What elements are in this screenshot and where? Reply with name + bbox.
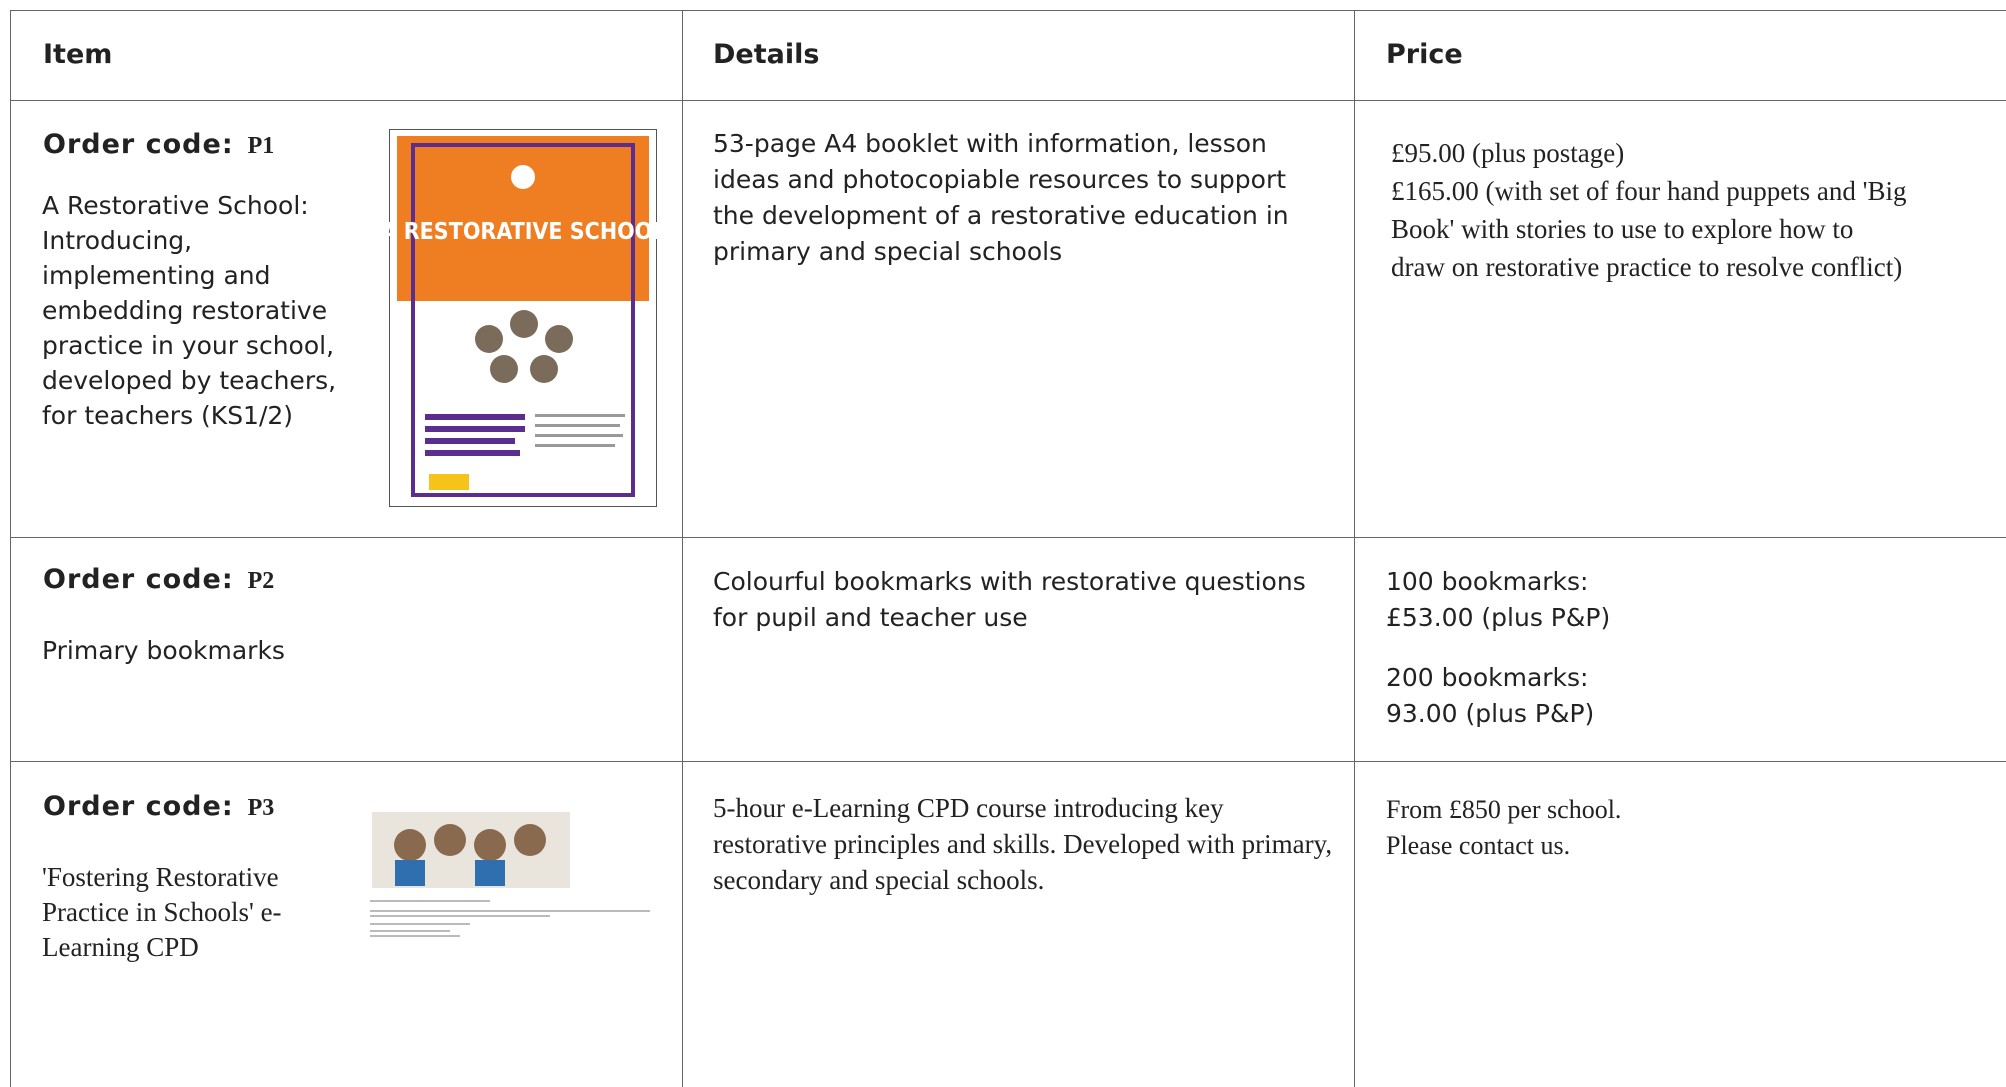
order-label: Order code:	[43, 129, 234, 160]
item: Primary bookmarks	[42, 636, 285, 665]
code: P2	[247, 568, 275, 594]
border	[10, 100, 2006, 101]
code: P3	[247, 795, 275, 821]
price-line: 93.00 (plus P&P)	[1386, 699, 1595, 728]
order-label: Order code:	[43, 791, 234, 822]
order-code: Order code: P3	[43, 790, 274, 825]
border	[10, 10, 11, 1087]
border	[1354, 10, 1355, 1087]
price-line: £95.00 (plus postage)	[1391, 138, 1625, 168]
price: 100 bookmarks: £53.00 (plus P&P) 200 boo…	[1386, 564, 1610, 732]
price-line: £165.00 (with set of four hand puppets a…	[1391, 176, 1907, 282]
price: From £850 per school. Please contact us.	[1386, 792, 1621, 864]
cover-image: A RESTORATIVE SCHOOL	[389, 129, 657, 507]
price-line: From £850 per school.	[1386, 795, 1622, 824]
order-code: Order code: P1	[43, 128, 274, 163]
price-line: £53.00 (plus P&P)	[1386, 603, 1611, 632]
price-line: Please contact us.	[1386, 831, 1571, 860]
border	[10, 761, 2006, 762]
border	[10, 10, 2006, 11]
price: £95.00 (plus postage) £165.00 (with set …	[1391, 134, 1911, 286]
price-line: 200 bookmarks:	[1386, 663, 1589, 692]
header: Price	[1386, 39, 1463, 70]
details: 5-hour e-Learning CPD course introducing…	[713, 793, 1333, 895]
item: A Restorative School: Introducing, imple…	[42, 191, 337, 430]
details: 53-page A4 booklet with information, les…	[713, 129, 1289, 266]
order-label: Order code:	[43, 564, 234, 595]
header: Details	[713, 39, 820, 70]
border	[10, 537, 2006, 538]
border	[682, 10, 683, 1087]
header: Item	[43, 39, 113, 70]
item: 'Fostering Restorative Practice in Schoo…	[42, 862, 282, 962]
order-code: Order code: P2	[43, 563, 274, 598]
course-image	[370, 812, 650, 937]
cover-title: A RESTORATIVE SCHOOL	[389, 219, 657, 245]
details: Colourful bookmarks with restorative que…	[713, 567, 1306, 632]
price-line: 100 bookmarks:	[1386, 567, 1589, 596]
code: P1	[247, 133, 275, 159]
